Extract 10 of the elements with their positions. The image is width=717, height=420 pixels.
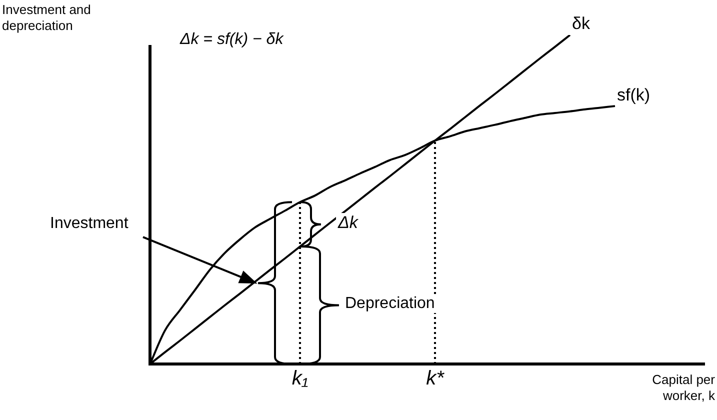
series-label: sf(k) (617, 85, 650, 104)
x-tick-label: k* (426, 368, 446, 390)
annotation: Δk (336, 213, 360, 234)
text: Investment (50, 215, 128, 234)
annotation: Δk = sf(k) − δk (180, 31, 284, 49)
series-label: δk (572, 14, 590, 34)
x-axis-title: Capital per worker, k (651, 372, 715, 404)
y-axis-title: Investment and depreciation (2, 2, 92, 34)
x-tick-label: k₁ (292, 368, 308, 390)
annotation: Depreciation (343, 295, 437, 314)
